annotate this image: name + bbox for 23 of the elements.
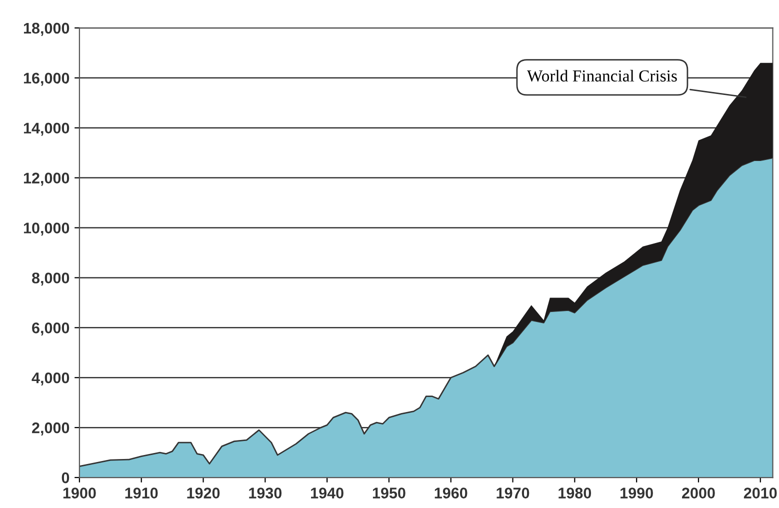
y-tick-label: 18,000 <box>24 22 70 36</box>
x-tick-label: 1990 <box>620 488 653 498</box>
annotation: World Financial Crisis <box>526 70 677 82</box>
x-tick-label: 1910 <box>125 488 158 498</box>
x-tick-label: 1930 <box>249 488 282 498</box>
x-tick-label: 1980 <box>558 488 592 498</box>
x-tick-label: 2000 <box>682 488 715 498</box>
y-tick-label: 0 <box>62 472 70 484</box>
y-tick-label: 12,000 <box>24 172 70 186</box>
y-tick-label: 14,000 <box>24 122 70 136</box>
x-tick-label: 2010 <box>744 488 777 498</box>
y-tick-label: 10,000 <box>24 222 70 236</box>
x-tick-label: 1920 <box>187 488 220 498</box>
y-tick-label: 8,000 <box>32 272 70 286</box>
y-tick-label: 16,000 <box>24 72 70 86</box>
y-tick-label: 2,000 <box>32 422 70 436</box>
x-tick-label: 1900 <box>63 488 96 498</box>
x-tick-label: 1970 <box>496 488 530 498</box>
x-tick-label: 1960 <box>434 488 468 498</box>
y-tick-label: 6,000 <box>32 322 70 336</box>
x-tick-label: 1950 <box>372 488 406 498</box>
x-tick-label: 1940 <box>311 488 344 498</box>
y-tick-label: 4,000 <box>32 372 70 386</box>
